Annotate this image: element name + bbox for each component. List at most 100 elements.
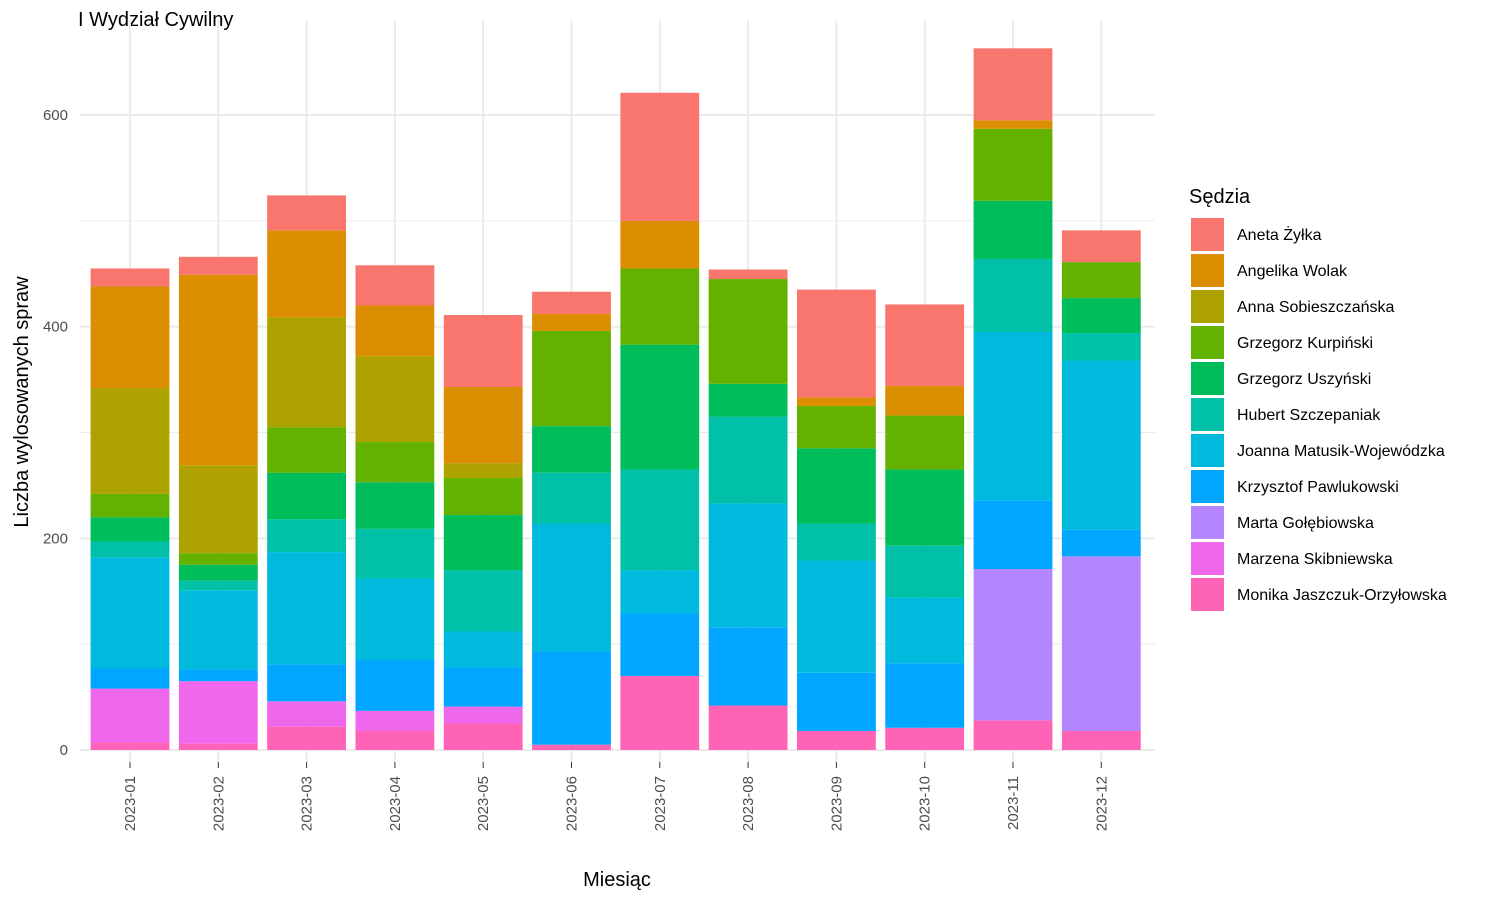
bar-segment	[267, 472, 347, 520]
bar-segment	[90, 493, 170, 518]
bar-segment	[796, 406, 876, 449]
bar-segment	[355, 356, 435, 443]
legend-swatch	[1191, 542, 1224, 575]
bar-segment	[178, 743, 258, 750]
legend-entry-label: Grzegorz Uszyński	[1237, 371, 1371, 388]
bar-segment	[708, 416, 788, 504]
bar-segment	[355, 528, 435, 579]
bar-segment	[796, 397, 876, 407]
x-tick-labels: 2023-01 2023-02 2023-03 2023-04 2023-05 2023-…	[122, 762, 1110, 831]
bar-segment	[443, 667, 523, 707]
x-tick-label: 2023-06	[564, 776, 581, 831]
legend-entry-label: Joanna Matusik-Wojewódzka	[1237, 443, 1445, 460]
bar-segment	[973, 569, 1053, 721]
bar-segment	[708, 705, 788, 750]
y-tick-label: 600	[43, 107, 68, 124]
bar-segment	[708, 269, 788, 280]
bar-segment	[443, 631, 523, 668]
bar-segment	[620, 613, 700, 676]
x-tick-label: 2023-05	[475, 776, 492, 831]
bar-segment	[885, 415, 965, 470]
bar-segment	[443, 463, 523, 479]
bar-segment	[355, 265, 435, 306]
legend-entry-label: Grzegorz Kurpiński	[1237, 335, 1373, 352]
y-tick-label: 200	[43, 530, 68, 547]
bar-segment	[355, 578, 435, 661]
bar-segment	[178, 669, 258, 682]
bar-segment	[973, 200, 1053, 259]
x-tick-label: 2023-09	[828, 776, 845, 831]
bar-segment	[178, 590, 258, 670]
bar-segment	[620, 344, 700, 470]
bar-segment	[443, 515, 523, 571]
bar-segment	[178, 465, 258, 554]
bar-segment	[532, 426, 611, 473]
bar-segment	[973, 720, 1053, 750]
bar-segment	[443, 706, 523, 724]
x-tick-label: 2023-01	[122, 776, 139, 831]
bar-segment	[267, 552, 347, 665]
bar-segment	[973, 128, 1053, 201]
bar-segment	[885, 304, 965, 386]
bar-segment	[90, 517, 170, 542]
legend-swatch	[1191, 578, 1224, 611]
x-tick-label: 2023-11	[1005, 776, 1022, 830]
bar-segment	[708, 383, 788, 417]
x-tick-label: 2023-08	[740, 776, 757, 831]
bar-segment	[796, 523, 876, 561]
bar-segment	[267, 195, 347, 231]
legend: Sędzia Aneta Żyłka Angelika Wolak Anna Sob…	[1189, 186, 1447, 611]
y-tick-label: 0	[60, 742, 68, 759]
bar-segment	[267, 427, 347, 473]
bar-segment	[1061, 730, 1141, 750]
legend-swatch	[1191, 506, 1224, 539]
bar-segment	[267, 726, 347, 750]
bar-segment	[443, 386, 523, 464]
x-tick-label: 2023-07	[652, 776, 669, 831]
bar-segment	[620, 675, 700, 750]
bar-segment	[355, 442, 435, 483]
bar-segment	[355, 710, 435, 731]
legend-entry-label: Anna Sobieszczańska	[1237, 299, 1395, 316]
bar-segment	[90, 557, 170, 669]
legend-title: Sędzia	[1189, 186, 1251, 208]
bar-segment	[90, 688, 170, 743]
bar-segment	[796, 448, 876, 524]
bar-segment	[267, 317, 347, 428]
bar-segment	[532, 291, 611, 314]
bar-segment	[1061, 529, 1141, 557]
bar-segment	[620, 92, 700, 221]
bar-segment	[178, 274, 258, 466]
bar-segment	[708, 503, 788, 628]
bar-segment	[90, 388, 170, 494]
bar-segment	[973, 120, 1053, 129]
legend-swatch	[1191, 434, 1224, 467]
bar-segment	[708, 279, 788, 384]
bar-segment	[532, 313, 611, 331]
bar-segment	[90, 541, 170, 558]
legend-swatch	[1191, 218, 1224, 251]
bar-segment	[90, 668, 170, 689]
bar-segment	[90, 268, 170, 287]
bar-segment	[885, 663, 965, 728]
bar-segment	[90, 742, 170, 750]
bar-segment	[973, 331, 1053, 501]
bar-segment	[532, 744, 611, 750]
bar-segment	[1061, 360, 1141, 530]
bar-segment	[178, 553, 258, 565]
bar-segment	[973, 48, 1053, 121]
legend-entry-label: Aneta Żyłka	[1237, 225, 1322, 244]
bar-segment	[532, 651, 611, 745]
bar-segment	[532, 472, 611, 524]
bar-segment	[90, 286, 170, 389]
x-tick-label: 2023-10	[917, 776, 934, 831]
bar-segment	[796, 289, 876, 398]
legend-entry-label: Marta Gołębiowska	[1237, 515, 1374, 532]
bar-segment	[885, 385, 965, 416]
legend-entry-label: Marzena Skibniewska	[1237, 551, 1393, 568]
bar-segment	[620, 570, 700, 614]
bar-segment	[267, 230, 347, 318]
bar-segment	[267, 701, 347, 727]
y-axis-title: Liczba wylosowanych spraw	[11, 276, 33, 528]
bar-segment	[443, 723, 523, 750]
